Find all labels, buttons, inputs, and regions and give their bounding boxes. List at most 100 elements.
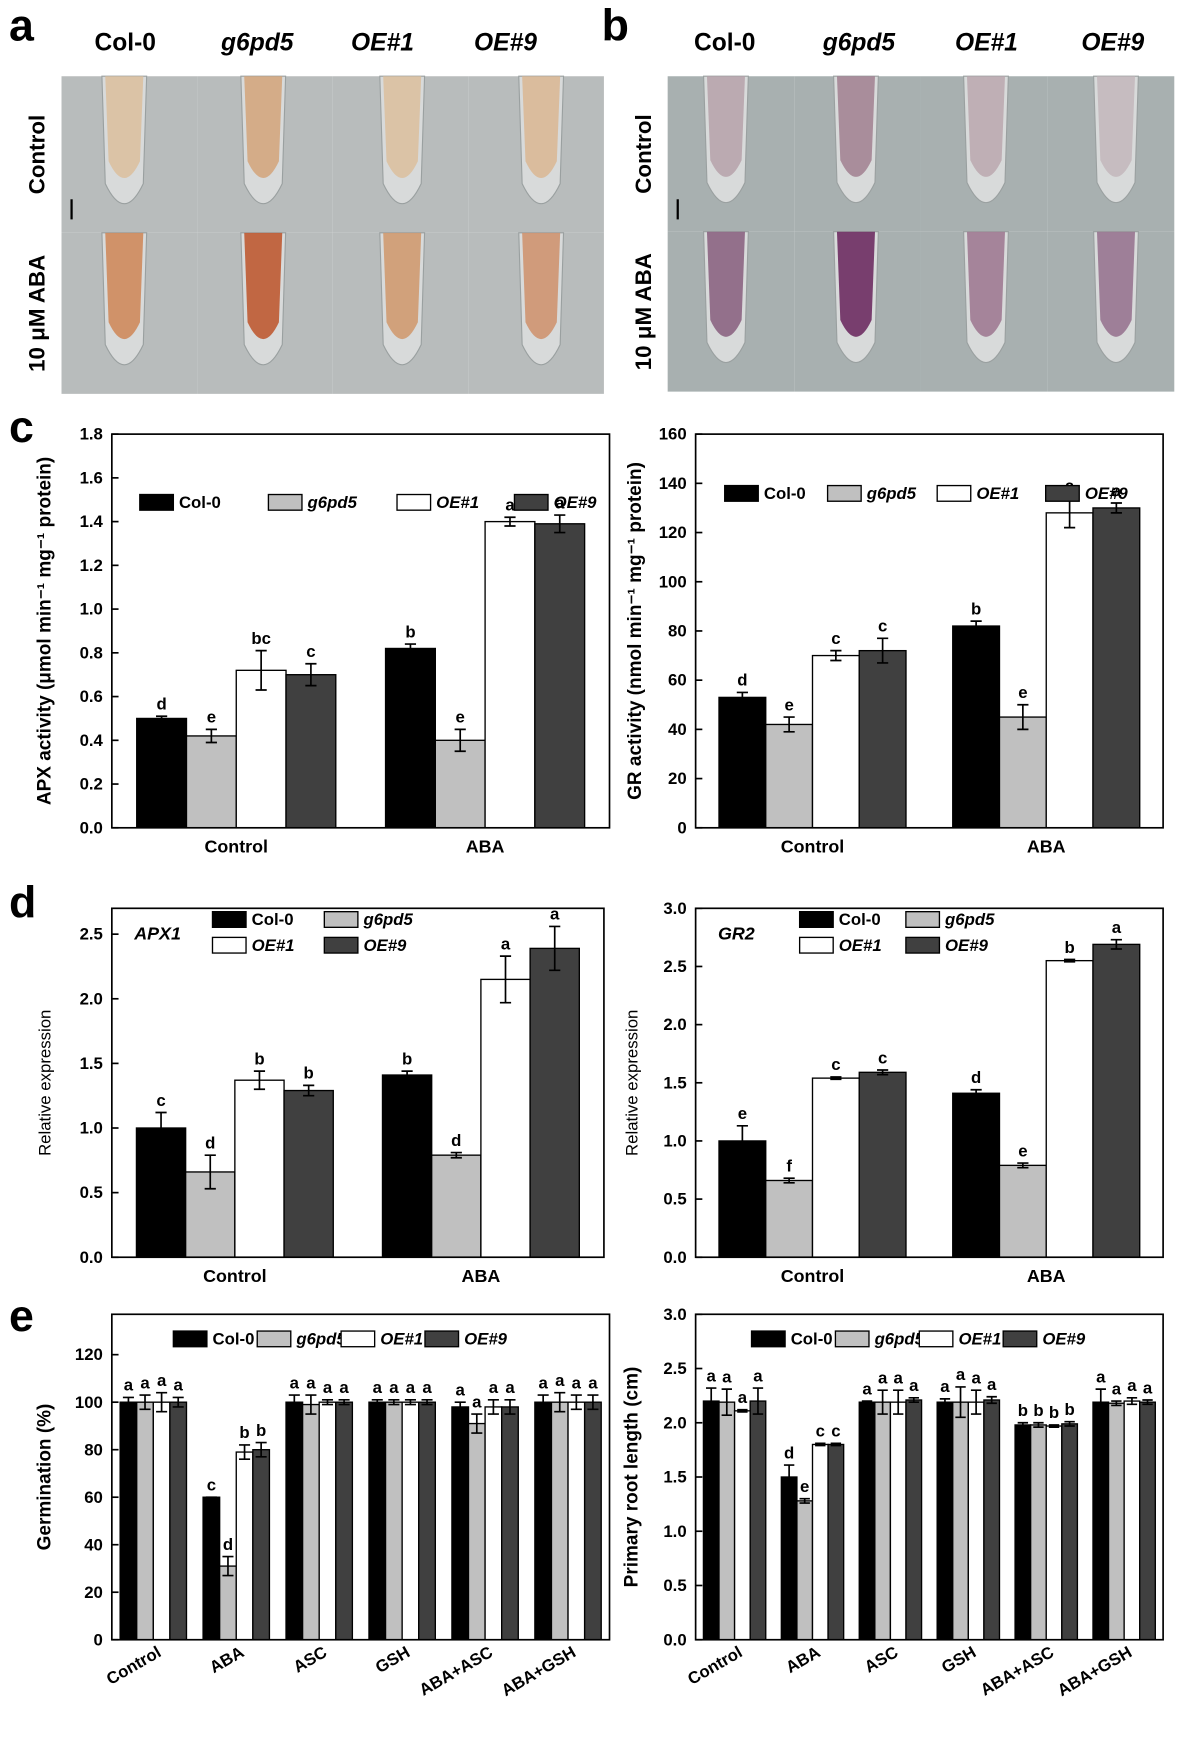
error-bar	[861, 1400, 873, 1405]
significance-letter: d	[223, 1535, 233, 1554]
significance-letter: b	[239, 1423, 249, 1442]
bar	[384, 1401, 403, 1641]
bar	[401, 1401, 420, 1641]
panel-label: a	[9, 1, 35, 50]
significance-letter: b	[405, 622, 415, 641]
y-tick-label: 0.5	[663, 1576, 686, 1595]
significance-letter: d	[205, 1133, 215, 1152]
y-tick-label: 60	[84, 1488, 103, 1507]
error-bar	[1064, 1420, 1075, 1427]
bar	[811, 654, 860, 829]
y-tick-label: 20	[84, 1583, 103, 1602]
x-tick-label: Control	[203, 1266, 267, 1286]
legend-label: OE#9	[1042, 1329, 1086, 1348]
significance-letter: a	[339, 1378, 349, 1397]
significance-letter: a	[971, 1369, 981, 1388]
significance-letter: b	[254, 1049, 264, 1068]
y-tick-label: 80	[668, 622, 687, 641]
row-label: 10 μM ABA	[631, 253, 656, 370]
bar	[534, 523, 586, 829]
y-tick-label: 100	[75, 1393, 103, 1412]
bar	[501, 1406, 519, 1641]
error-bar	[454, 728, 466, 753]
y-axis-label: GR activity (nmol min⁻¹ mg⁻¹ protein)	[625, 462, 646, 800]
y-tick-label: 120	[659, 523, 687, 542]
legend-swatch	[340, 1330, 376, 1348]
bar	[702, 1400, 720, 1641]
legend-swatch	[826, 484, 862, 502]
error-bar	[706, 1387, 717, 1415]
bar	[936, 1401, 954, 1641]
bar	[1123, 1400, 1141, 1641]
chart: GR activity (nmol min⁻¹ mg⁻¹ protein) 0 20…	[625, 425, 1164, 856]
x-tick-label: GSH	[372, 1642, 413, 1677]
significance-letter: e	[1018, 1141, 1027, 1160]
legend-swatch	[834, 1330, 870, 1348]
error-bar	[783, 716, 795, 733]
error-bar	[504, 1398, 516, 1415]
significance-letter: c	[831, 1422, 840, 1441]
error-bar	[587, 1394, 599, 1411]
significance-letter: a	[389, 1378, 399, 1397]
significance-letter: a	[174, 1376, 184, 1395]
root-stain	[383, 76, 422, 179]
y-axis-label: Primary root length (cm)	[621, 1367, 642, 1588]
bar	[534, 1401, 553, 1641]
bar	[1107, 1402, 1125, 1641]
legend-swatch	[750, 1330, 786, 1348]
legend-label: OE#1	[436, 493, 479, 512]
error-bar	[830, 1442, 842, 1447]
significance-letter: a	[894, 1369, 904, 1388]
bar	[234, 1079, 285, 1258]
row-label: Control	[631, 114, 656, 193]
x-tick-label: ABA+GSH	[1054, 1642, 1135, 1700]
plot-frame	[694, 1313, 1164, 1641]
row-label: Control	[25, 115, 50, 194]
significance-letter: a	[472, 1392, 482, 1411]
error-bar	[830, 1076, 842, 1081]
significance-letter: b	[1018, 1401, 1028, 1420]
error-bar	[939, 1398, 951, 1407]
significance-letter: c	[156, 1091, 165, 1110]
y-tick-label: 0.0	[80, 818, 103, 837]
legend-label: Col-0	[252, 910, 294, 929]
error-bar	[421, 1398, 433, 1406]
error-bar	[970, 1088, 982, 1098]
root-stain	[244, 76, 283, 179]
root-stain	[105, 232, 144, 340]
error-bar	[736, 1124, 748, 1157]
legend-label: OE#9	[945, 936, 989, 955]
significance-letter: c	[306, 642, 315, 661]
error-bar	[1017, 1421, 1029, 1428]
significance-letter: a	[722, 1367, 732, 1386]
x-tick-label: ABA	[466, 836, 505, 856]
y-tick-label: 0.2	[80, 775, 103, 794]
bar	[858, 1401, 876, 1641]
x-tick-label: Control	[103, 1642, 164, 1688]
legend-swatch	[323, 936, 359, 954]
significance-letter: a	[588, 1373, 598, 1392]
bar	[780, 1476, 798, 1641]
error-bar	[487, 1398, 499, 1415]
bar	[1014, 1424, 1032, 1641]
legend-swatch	[396, 493, 432, 511]
legend-swatch	[1002, 1330, 1038, 1348]
error-bar	[815, 1442, 826, 1447]
root-stain	[105, 76, 144, 179]
error-bar	[737, 1408, 748, 1413]
significance-letter: a	[157, 1371, 167, 1390]
error-bar	[156, 1391, 168, 1413]
bar	[451, 1406, 470, 1641]
legend-label: g6pd5	[307, 493, 358, 512]
error-bar	[321, 1398, 334, 1406]
plot-frame	[694, 433, 1164, 829]
legend-swatch	[172, 1330, 208, 1348]
x-tick-label: Control	[781, 836, 845, 856]
error-bar	[1126, 1396, 1138, 1406]
error-bar	[139, 1394, 151, 1411]
significance-letter: a	[572, 1373, 582, 1392]
bar	[434, 739, 486, 829]
x-tick-label: ABA	[1027, 836, 1066, 856]
